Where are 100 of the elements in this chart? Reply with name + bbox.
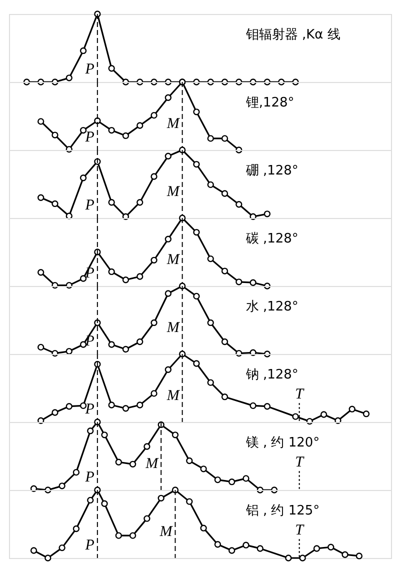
point [164, 236, 172, 242]
annotation: M [166, 116, 181, 132]
point [108, 199, 115, 206]
annotation: P [84, 469, 94, 486]
point [285, 554, 292, 562]
point [164, 366, 172, 373]
point [178, 350, 186, 358]
point [292, 413, 299, 420]
point [342, 551, 348, 558]
point [72, 468, 80, 476]
point [87, 428, 94, 434]
annotation: 水 ,128° [246, 299, 298, 314]
point [52, 132, 58, 138]
point [37, 344, 44, 351]
annotation: P [84, 129, 94, 146]
point [108, 65, 115, 72]
annotation: P [84, 537, 94, 554]
point [129, 460, 136, 468]
point [66, 348, 72, 355]
point [186, 498, 193, 505]
point [178, 214, 186, 222]
point [44, 554, 52, 562]
point [122, 132, 130, 140]
point [150, 173, 158, 180]
point [122, 346, 130, 353]
point [108, 341, 115, 348]
point [200, 466, 207, 472]
point [214, 541, 222, 548]
point [122, 405, 130, 412]
point [136, 402, 144, 408]
point [72, 525, 80, 532]
point [328, 544, 334, 550]
point [30, 547, 38, 554]
annotation: 镁 , 约 120° [244, 435, 320, 450]
point [144, 515, 150, 522]
point [228, 478, 236, 486]
point [348, 406, 356, 412]
point [52, 200, 58, 208]
point [200, 524, 207, 532]
point [58, 544, 66, 552]
point [242, 475, 250, 482]
point [178, 282, 186, 290]
point [172, 486, 179, 494]
point [144, 443, 150, 450]
point [94, 418, 101, 426]
annotation: M [166, 320, 181, 336]
annotation: M [144, 456, 160, 472]
point [150, 256, 158, 264]
point [136, 199, 144, 206]
point [228, 547, 236, 554]
point [193, 360, 200, 367]
point [178, 146, 186, 154]
point [80, 47, 87, 54]
point [313, 545, 320, 552]
point [178, 78, 186, 86]
point [108, 126, 115, 134]
point [207, 255, 214, 262]
annotation: T [295, 522, 306, 538]
point [221, 268, 228, 274]
point [221, 394, 228, 400]
point [129, 532, 136, 539]
annotation: T [295, 386, 306, 402]
point [80, 174, 87, 182]
point [94, 486, 101, 494]
point [221, 338, 228, 346]
point [207, 181, 214, 188]
point [186, 457, 193, 464]
point [250, 279, 256, 286]
annotation: T [295, 454, 306, 470]
annotation: 锂,128° [244, 95, 294, 110]
point [136, 273, 144, 280]
point [256, 545, 264, 552]
point [250, 402, 256, 410]
annotation: 碳 ,128° [244, 231, 298, 246]
point [66, 74, 72, 82]
annotation: M [166, 388, 181, 404]
point [37, 194, 44, 201]
point [221, 135, 228, 142]
point [122, 276, 130, 284]
point [94, 10, 101, 18]
point [58, 482, 66, 490]
annotation: 铝 , 约 125° [244, 503, 320, 518]
point [80, 126, 87, 134]
point [193, 292, 200, 300]
point [221, 190, 228, 197]
point [242, 542, 250, 548]
point [150, 390, 158, 397]
point [236, 201, 242, 208]
point [87, 496, 94, 504]
point [356, 552, 363, 560]
point [150, 112, 158, 119]
point [207, 135, 214, 142]
point [66, 403, 72, 410]
point [264, 403, 271, 410]
point [193, 228, 200, 236]
point [214, 476, 222, 484]
point [207, 379, 214, 386]
point [136, 122, 144, 129]
point [236, 278, 242, 286]
annotation: 硼 ,128° [244, 163, 298, 178]
